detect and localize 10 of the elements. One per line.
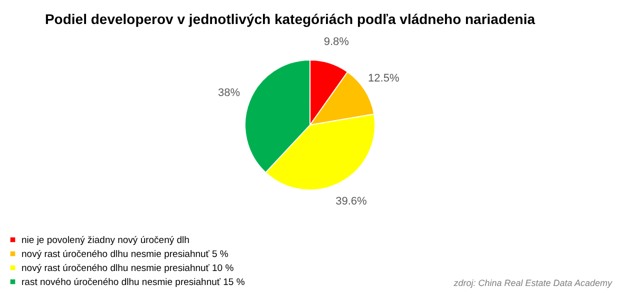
legend-label: nový rast úročeného dlhu nesmie presiahnuť 5 % [22,248,229,260]
chart-title: Podiel developerov v jednotlivých kategóriách podľa vládneho nariadenia [44,11,536,27]
data-label: 39.6% [336,196,368,208]
data-label: 38% [218,87,240,100]
data-label: 9.8% [324,36,350,48]
legend-label: nový rast úročeného dlhu nesmie presiahnuť 10 % [22,262,234,274]
legend-label: nie je povolený žiadny nový úročený dlh [22,234,190,246]
text: zdroj: China Real Estate Data Academy [452,278,612,288]
data-label: 12.5% [368,72,400,85]
legend-label: rast nového úročeného dlhu nesmie presiahnuť 15 % [22,276,246,288]
